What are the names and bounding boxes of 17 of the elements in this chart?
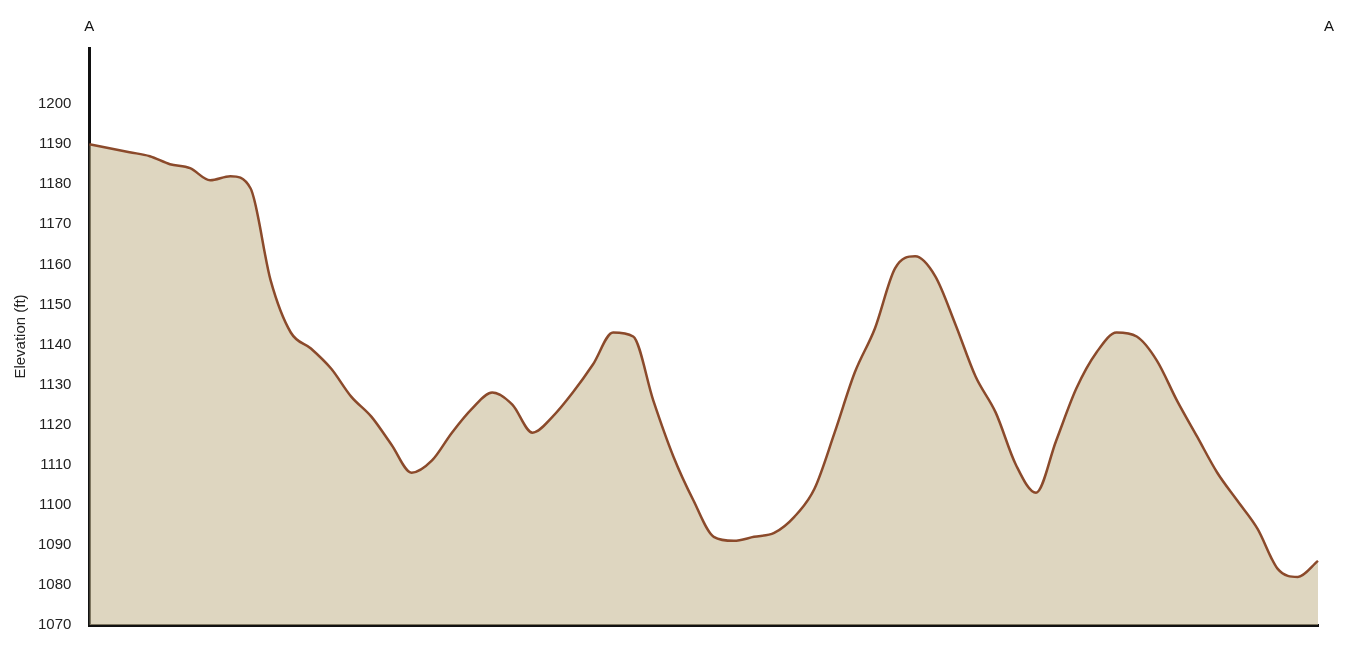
y-tick-label: 1180 (39, 174, 72, 192)
y-tick-label: 1100 (39, 494, 72, 512)
y-axis-title: Elevation (ft) (11, 294, 29, 379)
y-tick-label: 1080 (37, 575, 72, 593)
text: A (84, 16, 95, 34)
y-tick-label: 1150 (39, 294, 72, 312)
y-tick-label: 1130 (39, 374, 72, 392)
y-tick-label: 1190 (39, 134, 72, 152)
y-tick-label: 1170 (39, 214, 72, 232)
y-tick-label: 1200 (37, 94, 72, 112)
y-tick-label: 1110 (40, 454, 72, 472)
y-tick-label: 1090 (37, 535, 72, 552)
y-tick-label: 1070 (37, 615, 72, 633)
y-tick-label: 1120 (39, 414, 72, 432)
y-tick-label: 1160 (39, 254, 72, 272)
y-tick-label: 1140 (39, 334, 72, 352)
text: A (1324, 16, 1335, 34)
